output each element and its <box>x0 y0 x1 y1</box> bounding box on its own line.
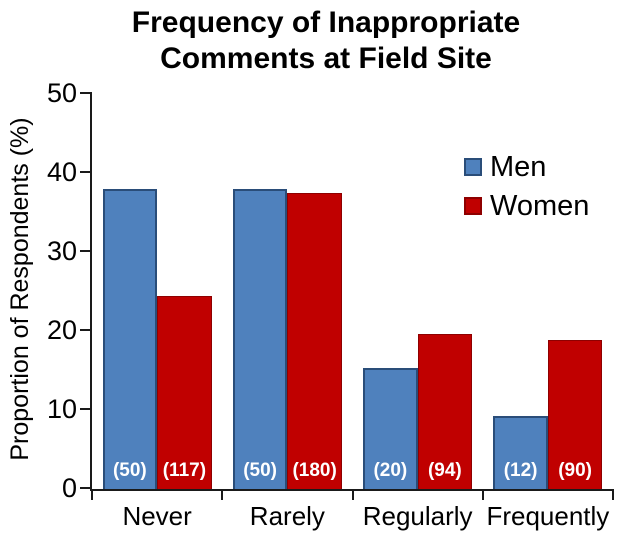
x-axis-tick <box>481 490 484 500</box>
legend-label: Men <box>490 151 547 183</box>
x-axis-tick <box>91 490 93 500</box>
bar-count-label: (94) <box>427 460 462 481</box>
y-axis-tick <box>80 250 92 252</box>
bar-women <box>417 333 473 489</box>
x-category-label: Never <box>122 501 192 531</box>
y-axis-tick <box>80 92 92 94</box>
y-tick-label: 10 <box>46 394 77 424</box>
bar-men <box>493 416 548 489</box>
chart-title-line2: Comments at Field Site <box>160 42 492 75</box>
legend-item: Women <box>464 191 589 221</box>
bar-count-label: (180) <box>292 460 337 481</box>
y-tick-label: 20 <box>46 315 77 345</box>
y-tick-label: 50 <box>46 78 77 108</box>
x-axis-tick <box>612 490 614 500</box>
y-tick-label: 40 <box>46 157 77 187</box>
y-axis-tick <box>80 171 92 173</box>
bar-count-label: (12) <box>503 460 538 481</box>
y-axis-tick <box>80 487 92 489</box>
chart-title-line1: Frequency of Inappropriate <box>131 6 521 39</box>
x-axis-tick <box>351 490 354 500</box>
y-tick-label: 0 <box>61 473 77 503</box>
bar-count-label: (50) <box>112 460 147 481</box>
bar-men <box>232 188 288 489</box>
legend-item: Men <box>464 152 589 182</box>
bar-women <box>287 192 342 489</box>
legend-swatch-women <box>464 197 482 215</box>
x-category-label: Regularly <box>362 501 473 531</box>
bar-count-label: (117) <box>162 460 207 481</box>
x-category-label: Frequently <box>486 501 610 531</box>
bar-count-label: (90) <box>558 460 593 481</box>
chart-title: Frequency of Inappropriate Comments at F… <box>32 5 620 77</box>
y-axis-tick <box>80 329 92 331</box>
bar-men <box>363 367 418 489</box>
bar-men <box>102 188 158 489</box>
legend: Men Women <box>464 152 589 230</box>
y-axis-line <box>90 92 92 490</box>
bar-women <box>547 340 603 489</box>
legend-swatch-men <box>464 158 482 176</box>
bar-count-label: (20) <box>373 460 408 481</box>
bar-women <box>157 296 212 489</box>
legend-label: Women <box>490 190 590 222</box>
y-axis-tick <box>80 408 92 410</box>
x-axis-tick <box>221 490 224 500</box>
bar-count-label: (50) <box>243 460 278 481</box>
x-category-label: Rarely <box>249 501 325 531</box>
y-tick-label: 30 <box>46 236 77 266</box>
y-axis-title: Proportion of Respondents (%) <box>6 117 34 461</box>
